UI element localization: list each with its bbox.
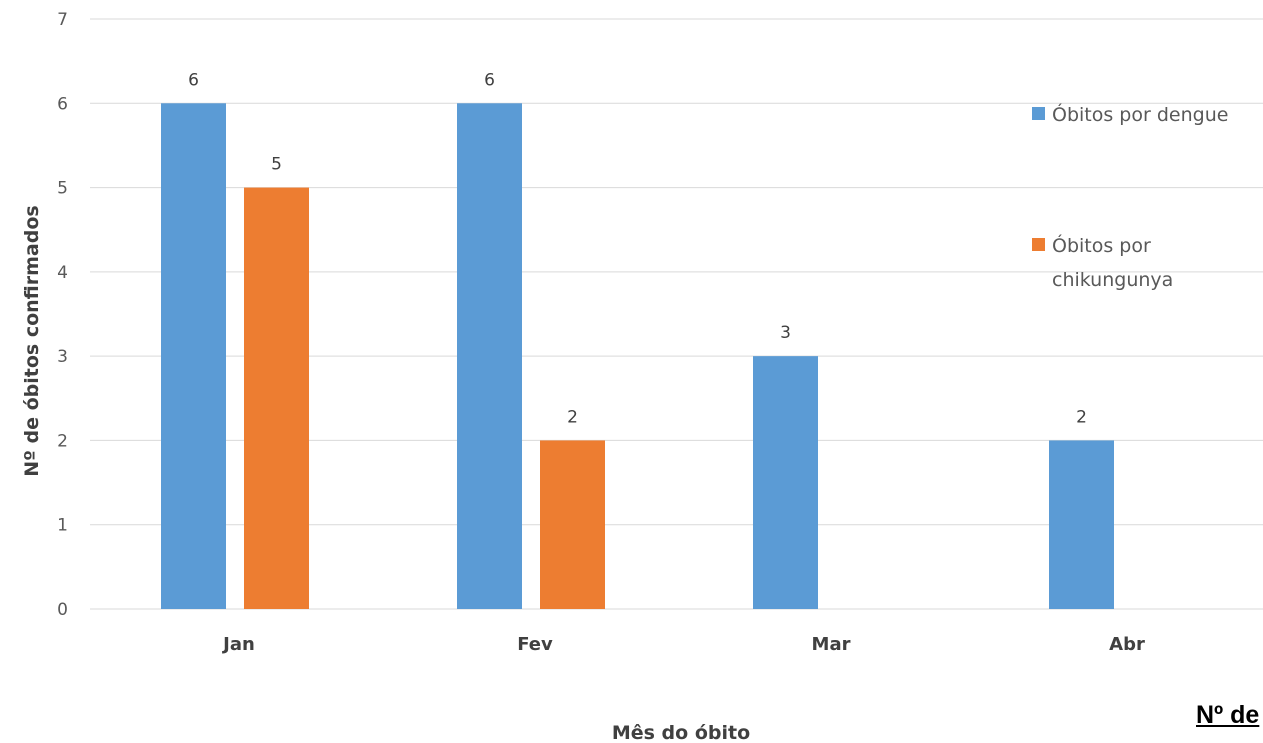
data-label-jan-series-0: 6 [188, 70, 199, 90]
x-tick-label-fev: Fev [517, 634, 553, 655]
bar-mar-series-0 [753, 356, 818, 609]
x-tick-label-jan: Jan [221, 634, 255, 655]
legend: Óbitos por dengue Óbitos por chikungunya [1032, 102, 1228, 291]
legend-swatch-chikungunya [1032, 238, 1045, 251]
x-axis-category-labels: Jan Fev Mar Abr [221, 634, 1145, 655]
clipped-heading-text: Nº de [1196, 701, 1260, 729]
y-tick-label-3: 3 [57, 347, 68, 367]
x-tick-label-abr: Abr [1109, 634, 1145, 655]
y-tick-label-1: 1 [57, 516, 68, 536]
y-tick-label-5: 5 [57, 179, 68, 199]
legend-label-dengue: Óbitos por dengue [1052, 102, 1228, 126]
legend-label-chikungunya-line2: chikungunya [1052, 269, 1173, 291]
x-tick-label-mar: Mar [812, 634, 851, 655]
y-tick-label-0: 0 [57, 600, 68, 620]
bar-fev-series-0 [457, 103, 522, 610]
bars [161, 103, 1114, 610]
y-tick-label-6: 6 [57, 94, 68, 114]
bar-jan-series-0 [161, 103, 226, 610]
y-axis-tick-labels: 0 1 2 3 4 5 6 7 [57, 10, 68, 620]
legend-label-chikungunya-line1: Óbitos por [1052, 233, 1151, 257]
y-tick-label-4: 4 [57, 263, 68, 283]
data-label-jan-series-1: 5 [271, 155, 282, 175]
data-labels: 6 5 6 2 3 2 [188, 70, 1087, 427]
data-label-fev-series-0: 6 [484, 70, 495, 90]
data-label-mar-series-0: 3 [780, 323, 791, 343]
legend-item-dengue: Óbitos por dengue [1032, 102, 1228, 126]
legend-item-chikungunya: Óbitos por chikungunya [1032, 233, 1173, 291]
bar-abr-series-0 [1049, 440, 1114, 609]
y-tick-label-2: 2 [57, 431, 68, 451]
bar-jan-series-1 [244, 187, 309, 610]
data-label-abr-series-0: 2 [1076, 407, 1087, 427]
bar-fev-series-1 [540, 440, 605, 609]
data-label-fev-series-1: 2 [567, 407, 578, 427]
x-axis-title: Mês do óbito [612, 722, 750, 743]
y-axis-title: Nº de óbitos confirmados [21, 205, 43, 476]
legend-swatch-dengue [1032, 107, 1045, 120]
y-tick-label-7: 7 [57, 10, 68, 30]
